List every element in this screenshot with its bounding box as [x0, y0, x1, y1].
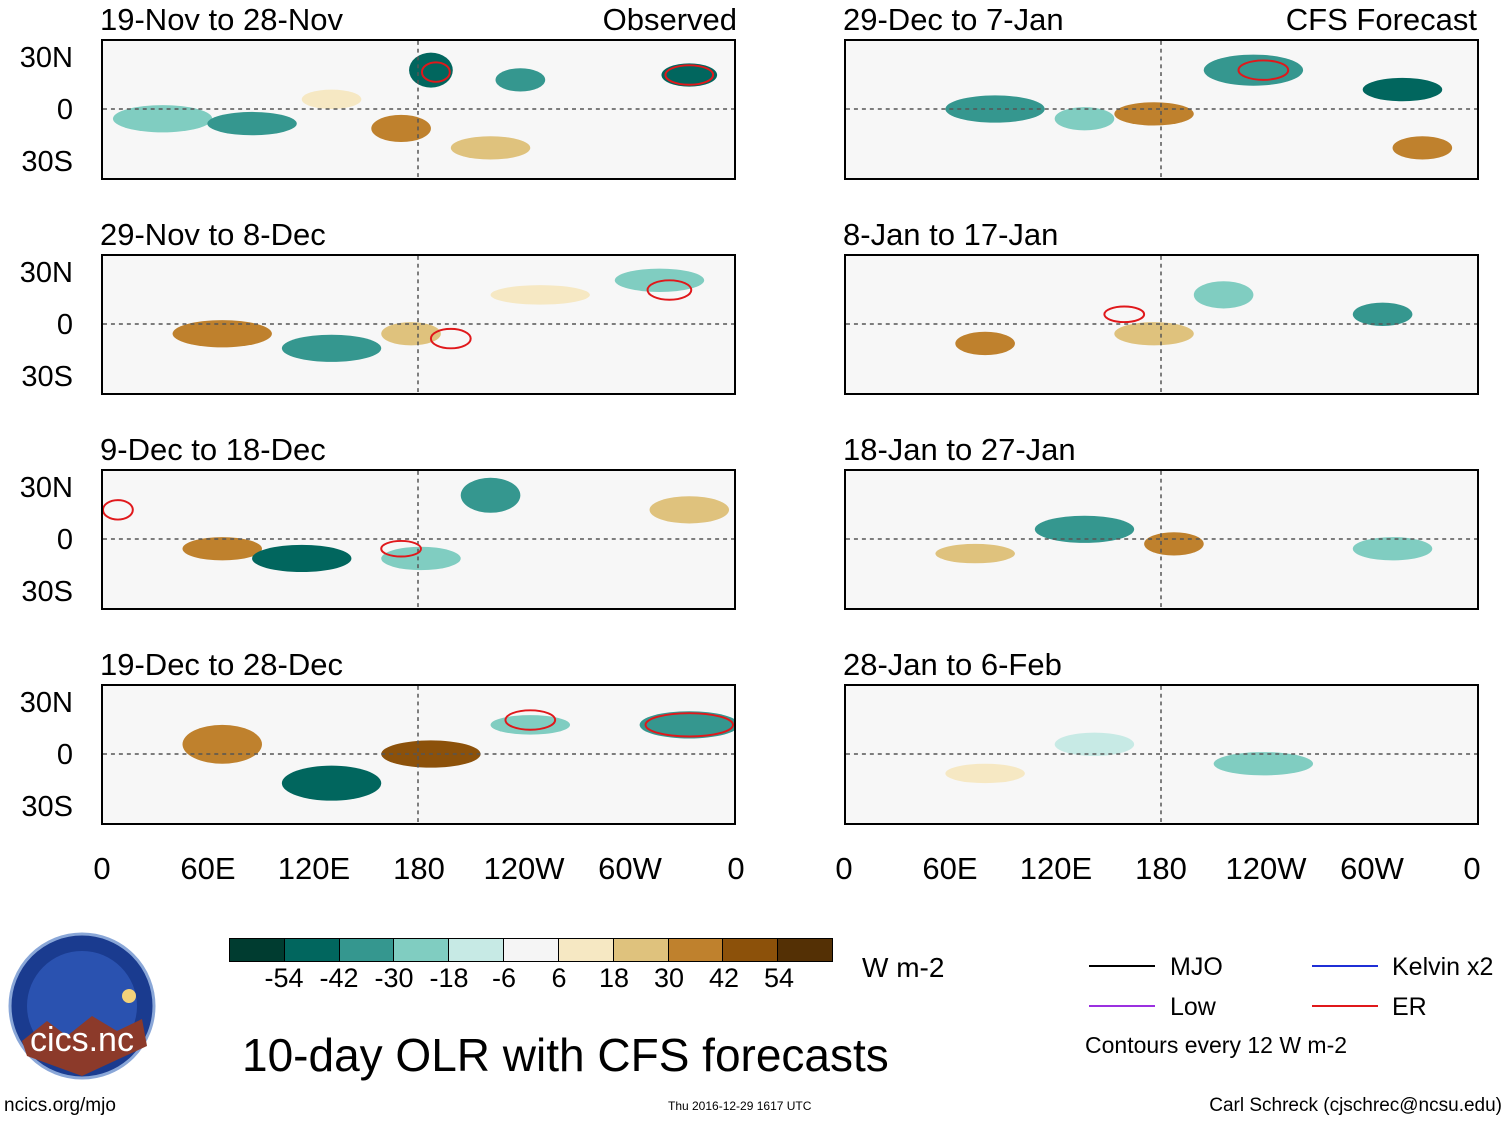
lon-label: 120E: [277, 851, 351, 886]
colorbar-tick: -30: [374, 963, 414, 993]
legend-label-low: Low: [1170, 993, 1216, 1021]
legend-line-low: [1089, 1005, 1155, 1007]
map-left-4: [101, 684, 736, 825]
map-right-1: [844, 39, 1479, 180]
legend-label-kelvin: Kelvin x2: [1392, 953, 1494, 981]
colorbar: [229, 938, 833, 962]
colorbar-segment: [504, 939, 559, 961]
map-right-2: [844, 254, 1479, 395]
colorbar-segment: [613, 939, 669, 961]
footer-author: Carl Schreck (cjschrec@ncsu.edu): [1209, 1095, 1502, 1116]
panel-title-right-2: 8-Jan to 17-Jan: [843, 217, 1059, 252]
lat-label: 0: [56, 524, 73, 556]
map-left-2: [101, 254, 736, 395]
lon-label: 60E: [180, 851, 236, 886]
logo-text: cics.nc: [30, 1021, 134, 1059]
lon-label: 0: [835, 851, 853, 886]
panel-title-left-1: 19-Nov to 28-Nov: [100, 2, 343, 37]
footer-timestamp: Thu 2016-12-29 1617 UTC: [668, 1099, 812, 1113]
lat-label: 0: [56, 739, 73, 771]
cics-logo: cics.nc: [8, 932, 156, 1080]
footer-url[interactable]: ncics.org/mjo: [4, 1095, 116, 1116]
colorbar-tick: 18: [598, 963, 630, 993]
lat-label: 30S: [21, 146, 73, 178]
colorbar-segment: [339, 939, 395, 961]
map-right-4: [844, 684, 1479, 825]
lat-label: 30N: [19, 687, 73, 719]
legend-line-kelvin: [1312, 965, 1378, 967]
colorbar-segment: [558, 939, 614, 961]
lon-label: 0: [727, 851, 745, 886]
lat-label: 0: [56, 309, 73, 341]
lon-label: 180: [393, 851, 445, 886]
legend-line-er: [1312, 1005, 1378, 1007]
legend-label-er: ER: [1392, 993, 1427, 1021]
colorbar-tick: 42: [708, 963, 740, 993]
contour-note: Contours every 12 W m-2: [1085, 1032, 1348, 1058]
lat-label: 30N: [19, 472, 73, 504]
panel-title-left-2: 29-Nov to 8-Dec: [100, 217, 326, 252]
colorbar-segment: [284, 939, 340, 961]
colorbar-tick: -6: [491, 963, 516, 993]
map-left-1: [101, 39, 736, 180]
lon-label: 120W: [1225, 851, 1307, 886]
colorbar-tick: -18: [429, 963, 469, 993]
lat-label: 30N: [19, 42, 73, 74]
colorbar-segment: [394, 939, 450, 961]
lat-label: 30S: [21, 576, 73, 608]
legend-line-mjo: [1089, 965, 1155, 967]
lon-label: 0: [93, 851, 111, 886]
map-right-3: [844, 469, 1479, 610]
map-left-3: [101, 469, 736, 610]
colorbar-segment: [449, 939, 505, 961]
colorbar-tick: 6: [551, 963, 567, 993]
lat-label: 0: [56, 94, 73, 126]
panel-title-right-1: 29-Dec to 7-Jan: [843, 2, 1064, 37]
colorbar-units: W m-2: [862, 952, 945, 983]
colorbar-tick: -42: [319, 963, 359, 993]
colorbar-segment: [778, 939, 832, 961]
panel-title-left-4: 19-Dec to 28-Dec: [100, 647, 343, 682]
colorbar-tick: 30: [653, 963, 685, 993]
lon-label: 60E: [922, 851, 978, 886]
main-title: 10-day OLR with CFS forecasts: [242, 1029, 889, 1081]
colorbar-tick: -54: [264, 963, 304, 993]
colorbar-segment: [230, 939, 285, 961]
lon-label: 0: [1463, 851, 1481, 886]
lat-label: 30S: [21, 361, 73, 393]
lat-label: 30N: [19, 257, 73, 289]
colorbar-segment: [723, 939, 779, 961]
lon-label: 120E: [1019, 851, 1093, 886]
cfs-forecast-label: CFS Forecast: [1285, 2, 1477, 37]
lon-label: 180: [1135, 851, 1187, 886]
lat-label: 30S: [21, 791, 73, 823]
observed-label: Observed: [602, 2, 737, 37]
lon-label: 60W: [598, 851, 662, 886]
lon-label: 120W: [483, 851, 565, 886]
legend-label-mjo: MJO: [1170, 953, 1223, 981]
colorbar-tick: 54: [763, 963, 795, 993]
panel-title-right-3: 18-Jan to 27-Jan: [843, 432, 1076, 467]
panel-title-left-3: 9-Dec to 18-Dec: [100, 432, 326, 467]
panel-title-right-4: 28-Jan to 6-Feb: [843, 647, 1062, 682]
lon-label: 60W: [1340, 851, 1404, 886]
colorbar-segment: [668, 939, 724, 961]
